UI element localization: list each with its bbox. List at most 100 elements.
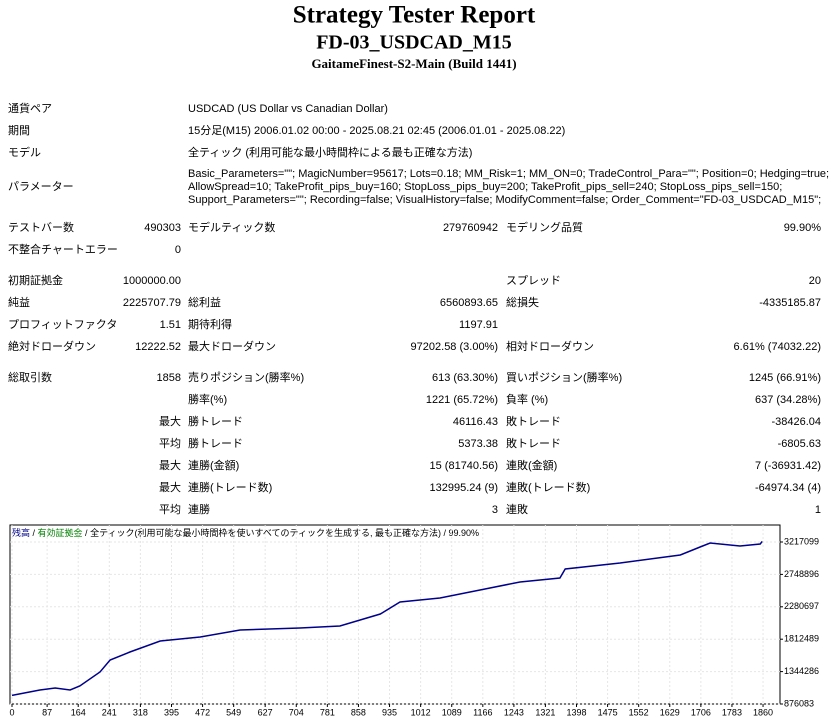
stat-label: テストバー数 <box>8 221 74 234</box>
stat-value: 12222.52 <box>135 341 181 353</box>
build: GaitameFinest-S2-Main (Build 1441) <box>311 56 516 71</box>
x-tick-label: 1398 <box>566 707 586 717</box>
legend-note: 全ティック(利用可能な最小時間枠を使いすべてのティックを生成する, 最も正確な方… <box>90 527 441 538</box>
chart-frame <box>9 524 781 705</box>
info-label: 通貨ペア <box>8 101 52 115</box>
stat-value: 1245 (66.91%) <box>749 372 821 384</box>
x-tick-label: 935 <box>382 707 397 717</box>
stat-value: 5373.38 <box>458 438 498 450</box>
stat-value: -64974.34 (4) <box>755 482 821 494</box>
stat-label: 絶対ドローダウン <box>8 339 96 353</box>
stat-value: 6.61% (74032.22) <box>734 341 821 353</box>
stat-label: 買いポジション(勝率%) <box>506 370 622 384</box>
stat-value: 1197.91 <box>459 319 498 331</box>
x-tick-label: 1089 <box>442 707 462 717</box>
x-tick-label: 1706 <box>691 707 711 717</box>
stat-value: 279760942 <box>443 222 498 234</box>
stat-label: スプレッド <box>506 274 561 287</box>
x-tick-label: 1012 <box>411 707 431 717</box>
stat-value: 97202.58 (3.00%) <box>411 341 498 353</box>
stat-label: 初期証拠金 <box>8 273 63 287</box>
stat-label: 総利益 <box>188 295 221 309</box>
stat-label: 売りポジション(勝率%) <box>188 370 304 384</box>
x-tick-label: 1783 <box>722 707 742 717</box>
info-value: USDCAD (US Dollar vs Canadian Dollar) <box>188 103 388 115</box>
stat-label: 期待利得 <box>188 317 232 331</box>
stat-label: モデルティック数 <box>188 220 275 234</box>
stat-value: 46116.43 <box>453 416 498 428</box>
stat-value: 平均 <box>159 503 181 516</box>
legend-equity: 有効証拠金 <box>38 527 83 538</box>
x-tick-label: 395 <box>164 707 179 717</box>
x-tick-label: 1860 <box>753 707 773 717</box>
info-label: モデル <box>8 145 41 159</box>
stat-value: 1.51 <box>160 319 181 331</box>
stat-label: モデリング品質 <box>506 220 583 234</box>
legend-separator: / <box>441 528 449 538</box>
stat-label: 負率 (%) <box>506 392 548 406</box>
stat-value: 637 (34.28%) <box>755 394 821 406</box>
legend-separator: / <box>30 528 38 538</box>
title: Strategy Tester Report <box>293 2 536 29</box>
stat-label: 勝トレード <box>188 414 243 428</box>
info-value: Support_Parameters=""; Recording=false; … <box>188 194 821 206</box>
info-value: Basic_Parameters=""; MagicNumber=95617; … <box>188 168 829 180</box>
stat-value: 7 (-36931.42) <box>755 460 821 472</box>
y-tick-label: 1344286 <box>784 666 819 676</box>
stat-label: 連勝(トレード数) <box>188 480 272 494</box>
stat-value: 1 <box>815 504 821 516</box>
stat-label: 連敗 <box>506 502 528 516</box>
stat-label: 勝トレード <box>188 436 243 450</box>
y-tick-label: 876083 <box>784 698 814 708</box>
stat-label: 総取引数 <box>8 370 52 384</box>
stat-label: 連勝 <box>188 502 210 516</box>
stat-value: 最大 <box>159 458 181 472</box>
stat-label: 敗トレード <box>506 414 561 428</box>
stat-value: 132995.24 (9) <box>430 482 499 494</box>
x-tick-label: 0 <box>9 707 14 717</box>
y-tick-label: 1812489 <box>784 634 819 644</box>
subtitle: FD-03_USDCAD_M15 <box>316 32 512 54</box>
legend-balance: 残高 <box>12 527 30 538</box>
stat-value: 最大 <box>159 414 181 428</box>
stat-label: プロフィットファクタ <box>8 318 117 331</box>
x-tick-label: 241 <box>102 707 117 717</box>
stat-label: 連敗(トレード数) <box>506 480 590 494</box>
stat-value: 0 <box>175 244 181 256</box>
stat-label: 最大ドローダウン <box>188 339 276 353</box>
x-tick-label: 549 <box>226 707 241 717</box>
x-tick-label: 164 <box>71 707 86 717</box>
stat-value: 20 <box>809 275 821 287</box>
chart-legend: 残高 / 有効証拠金 / 全ティック(利用可能な最小時間枠を使いすべてのティック… <box>12 527 479 538</box>
legend-quality: 99.90% <box>449 528 480 538</box>
stat-value: 15 (81740.56) <box>430 460 499 472</box>
stat-value: 1858 <box>157 372 181 384</box>
stat-label: 不整合チャートエラー <box>8 242 118 256</box>
info-label: 期間 <box>8 124 30 137</box>
x-tick-label: 704 <box>289 707 304 717</box>
stat-label: 敗トレード <box>506 436 561 450</box>
stat-label: 勝率(%) <box>188 392 227 406</box>
y-tick-label: 3217099 <box>784 536 819 546</box>
stat-value: 3 <box>492 504 498 516</box>
x-tick-label: 1629 <box>660 707 680 717</box>
stat-value: 99.90% <box>784 222 822 234</box>
y-tick-label: 2748896 <box>784 569 819 579</box>
stat-value: 6560893.65 <box>440 297 498 309</box>
x-tick-label: 858 <box>351 707 366 717</box>
x-tick-label: 1475 <box>598 707 618 717</box>
stat-value: 最大 <box>159 480 181 494</box>
x-tick-label: 627 <box>258 707 273 717</box>
x-tick-label: 781 <box>320 707 335 717</box>
stat-label: 連敗(金額) <box>506 458 557 472</box>
stat-label: 連勝(金額) <box>188 458 239 472</box>
stat-value: 2225707.79 <box>123 297 181 309</box>
info-value: AllowSpread=10; TakeProfit_pips_buy=160;… <box>188 181 782 193</box>
x-tick-label: 1166 <box>473 707 492 717</box>
stat-value: -6805.63 <box>778 438 821 450</box>
stat-value: 1000000.00 <box>123 275 181 287</box>
x-tick-label: 472 <box>195 707 210 717</box>
x-tick-label: 1552 <box>629 707 649 717</box>
